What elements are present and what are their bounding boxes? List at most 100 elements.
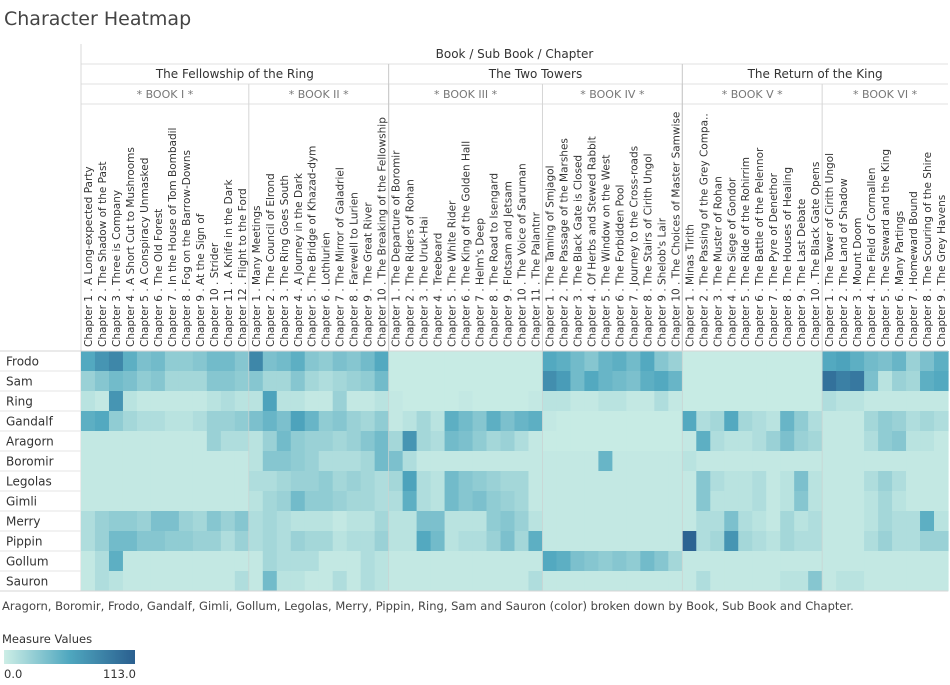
heatmap-cell: [178, 471, 194, 492]
heatmap-cell: [598, 451, 613, 472]
heatmap-cell: [570, 571, 586, 592]
heatmap-cell: [542, 571, 558, 592]
heatmap-cell: [934, 511, 949, 532]
heatmap-cell: [542, 371, 558, 392]
legend-max-label: 113.0: [103, 667, 136, 681]
heatmap-cell: [640, 371, 655, 392]
row-label: Boromir: [6, 455, 54, 469]
heatmap-cell: [108, 451, 124, 472]
heatmap-cell: [374, 491, 390, 512]
heatmap-cell: [458, 471, 474, 492]
heatmap-cell: [374, 371, 390, 392]
heatmap-cell: [738, 371, 753, 392]
chapter-label: Chapter 4 . Treebeard: [433, 233, 445, 347]
heatmap-cell: [878, 371, 893, 392]
heatmap-cell: [500, 491, 516, 512]
heatmap-cell: [906, 551, 921, 572]
heatmap-cell: [514, 511, 530, 532]
heatmap-cell: [318, 411, 334, 432]
heatmap-cell: [514, 371, 530, 392]
heatmap-cell: [486, 451, 502, 472]
heatmap-cell: [108, 351, 124, 372]
heatmap-cell: [402, 551, 418, 572]
chapter-label: Chapter 9 . Flotsam and Jetsam: [503, 181, 515, 347]
heatmap-cell: [178, 571, 194, 592]
heatmap-cell: [234, 371, 250, 392]
heatmap-cell: [94, 431, 110, 452]
heatmap-cell: [752, 531, 767, 552]
heatmap-cell: [696, 431, 711, 452]
heatmap-cell: [710, 471, 725, 492]
heatmap-cell: [612, 431, 627, 452]
heatmap-cell: [374, 351, 390, 372]
heatmap-cell: [934, 551, 949, 572]
heatmap-cell: [192, 431, 208, 452]
heatmap-cell: [290, 551, 306, 572]
heatmap-cell: [668, 571, 683, 592]
heatmap-cell: [682, 431, 697, 452]
heatmap-cell: [332, 531, 348, 552]
heatmap-cell: [836, 411, 851, 432]
heatmap-cell: [402, 351, 418, 372]
heatmap-cell: [794, 371, 809, 392]
heatmap-cell: [864, 371, 879, 392]
heatmap-cell: [934, 571, 949, 592]
chapter-label: Chapter 6 . The Old Forest: [153, 209, 165, 347]
heatmap-cell: [794, 471, 809, 492]
heatmap-cell: [738, 431, 753, 452]
row-label: Merry: [6, 515, 41, 529]
heatmap-cell: [864, 411, 879, 432]
heatmap-cell: [836, 551, 851, 572]
heatmap-cell: [542, 491, 558, 512]
heatmap-cell: [178, 511, 194, 532]
heatmap-cell: [738, 531, 753, 552]
heatmap-cell: [178, 491, 194, 512]
chapter-label: Chapter 5 . A Conspiracy Unmasked: [139, 158, 151, 347]
heatmap-cell: [598, 431, 613, 452]
heatmap-cell: [808, 511, 823, 532]
heatmap-cell: [248, 371, 264, 392]
heatmap-cell: [864, 491, 879, 512]
heatmap-cell: [906, 471, 921, 492]
chapter-label: Chapter 10 . The Breaking of the Fellows…: [377, 117, 389, 347]
chapter-label: Chapter 8 . The Scouring of the Shire: [922, 152, 934, 347]
heatmap-cell: [136, 431, 152, 452]
heatmap-cell: [864, 471, 879, 492]
heatmap-cell: [332, 351, 348, 372]
heatmap-cell: [528, 471, 544, 492]
heatmap-cell: [388, 411, 404, 432]
chapter-label: Chapter 5 . The White Rider: [447, 200, 459, 347]
heatmap-cell: [416, 511, 432, 532]
heatmap-cell: [220, 431, 236, 452]
heatmap-cell: [668, 531, 683, 552]
heatmap-cell: [444, 451, 460, 472]
heatmap-cell: [906, 451, 921, 472]
heatmap-cell: [780, 491, 795, 512]
heatmap-cell: [878, 551, 893, 572]
heatmap-cell: [514, 571, 530, 592]
heatmap-cell: [458, 411, 474, 432]
heatmap-cell: [752, 551, 767, 572]
heatmap-cell: [612, 411, 627, 432]
heatmap-cell: [234, 491, 250, 512]
heatmap-cell: [738, 391, 753, 412]
heatmap-cell: [136, 391, 152, 412]
heatmap-cell: [514, 351, 530, 372]
heatmap-cell: [346, 351, 362, 372]
chart-title: Character Heatmap: [4, 8, 192, 30]
heatmap-cell: [738, 451, 753, 472]
heatmap-cell: [248, 471, 264, 492]
heatmap-cell: [822, 391, 837, 412]
heatmap-cell: [150, 471, 166, 492]
heatmap-cell: [346, 531, 362, 552]
row-label: Gollum: [6, 555, 49, 569]
heatmap-cell: [248, 351, 264, 372]
heatmap-cell: [794, 351, 809, 372]
heatmap-cell: [346, 551, 362, 572]
heatmap-cell: [430, 411, 446, 432]
heatmap-cell: [122, 451, 138, 472]
heatmap-cell: [360, 571, 376, 592]
heatmap-cell: [346, 411, 362, 432]
heatmap-cell: [570, 431, 586, 452]
heatmap-cell: [766, 551, 781, 572]
